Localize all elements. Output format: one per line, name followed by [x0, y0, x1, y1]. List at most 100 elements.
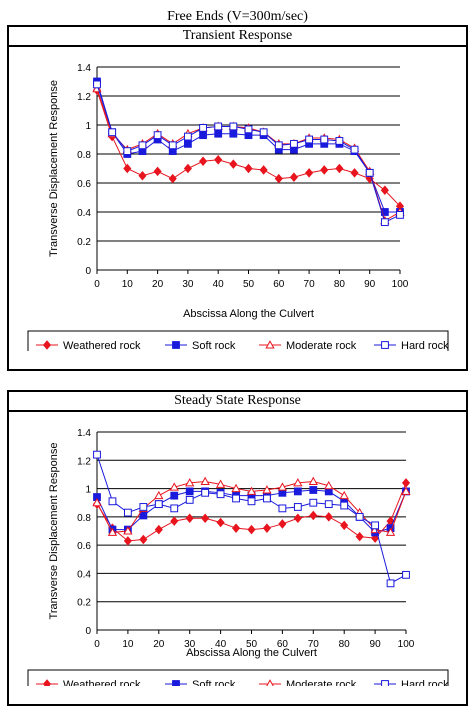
data-point	[229, 129, 238, 138]
data-point	[274, 141, 283, 150]
data-point	[355, 531, 364, 542]
x-tick-label: 30	[182, 279, 194, 290]
data-point	[153, 166, 162, 177]
legend-marker	[265, 340, 275, 349]
y-axis-label: Transverse Displacement Response	[48, 80, 60, 257]
data-point	[216, 517, 225, 528]
y-tick-label: 0.2	[77, 598, 91, 609]
y-tick-label: 0.4	[77, 569, 91, 580]
data-point	[123, 536, 132, 546]
legend-label: Moderate rock	[286, 340, 357, 351]
data-point	[293, 487, 302, 496]
data-point	[185, 513, 194, 524]
data-point	[402, 570, 410, 579]
data-point	[309, 486, 318, 494]
data-point	[396, 211, 404, 219]
data-point	[231, 483, 241, 493]
data-point	[216, 490, 225, 499]
data-point	[108, 128, 117, 137]
legend-label: Weathered rock	[63, 340, 141, 351]
data-point	[185, 478, 195, 487]
y-tick-label: 1.4	[77, 63, 91, 74]
data-point	[185, 495, 194, 504]
data-point	[289, 172, 299, 182]
data-point	[153, 131, 162, 140]
x-tick-label: 80	[334, 279, 346, 290]
data-point	[139, 503, 148, 511]
chart-panel-steady-state: Steady State Response 0 0.2 0.4 0.6 0.8 1 1.2 1…	[7, 390, 468, 706]
data-point	[229, 122, 238, 131]
x-tick-label: 0	[94, 639, 100, 650]
data-point	[93, 80, 101, 89]
data-point	[138, 170, 147, 181]
data-point	[305, 135, 314, 144]
data-point	[401, 478, 411, 488]
legend-marker	[381, 341, 389, 349]
data-point	[215, 479, 226, 488]
x-tick-label: 40	[215, 639, 227, 650]
data-point	[123, 526, 133, 535]
data-point	[277, 482, 288, 491]
data-point	[324, 500, 333, 509]
legend-label: Soft rock	[192, 679, 236, 686]
series-hard-rock	[93, 450, 410, 588]
data-point	[183, 163, 192, 174]
data-point	[107, 527, 118, 536]
data-point	[263, 494, 271, 503]
y-tick-label: 0	[85, 266, 91, 277]
data-point	[262, 485, 272, 494]
data-point	[170, 504, 179, 513]
y-axis-label: Transverse Displacement Response	[48, 443, 60, 620]
x-tick-label: 50	[243, 279, 255, 290]
data-point	[214, 129, 223, 138]
series-hard-rock	[93, 80, 404, 227]
data-point	[92, 497, 102, 507]
y-tick-label: 1	[85, 121, 91, 132]
legend-label: Moderate rock	[286, 679, 357, 686]
data-point	[262, 523, 272, 533]
x-tick-label: 30	[184, 639, 196, 650]
y-tick-label: 1.4	[77, 428, 91, 439]
data-point	[184, 139, 192, 148]
data-point	[324, 480, 334, 490]
y-tick-label: 1.2	[77, 456, 91, 467]
legend-marker	[42, 679, 52, 686]
data-point	[229, 159, 238, 169]
data-point	[385, 527, 396, 536]
data-point	[184, 132, 192, 141]
data-point	[305, 168, 314, 178]
data-point	[380, 218, 389, 227]
data-point	[138, 141, 147, 150]
data-point	[290, 139, 298, 148]
x-tick-label: 70	[304, 279, 316, 290]
data-point	[168, 173, 177, 184]
legend-item: Hard rock	[374, 340, 449, 351]
data-point	[231, 523, 241, 533]
data-point	[214, 122, 223, 131]
data-point	[170, 516, 179, 526]
data-point	[293, 513, 302, 524]
legend-item: Soft rock	[165, 679, 236, 686]
data-point	[274, 173, 283, 184]
x-tick-label: 20	[152, 279, 164, 290]
legend-item: Moderate rock	[259, 340, 357, 351]
legend-item: Hard rock	[374, 679, 449, 686]
data-point	[232, 494, 240, 503]
x-axis-label: Abscissa Along the Culvert	[186, 647, 317, 659]
data-point	[168, 141, 177, 150]
data-point	[340, 501, 349, 510]
main-title: Free Ends (V=300m/sec)	[167, 9, 308, 24]
data-point	[93, 450, 101, 459]
legend-item: Soft rock	[165, 340, 236, 351]
legend-marker	[172, 341, 180, 349]
legend-item: Weathered rock	[36, 340, 141, 351]
data-point	[309, 498, 318, 507]
x-tick-label: 100	[398, 639, 415, 650]
legend-marker	[172, 680, 180, 686]
data-point	[247, 524, 256, 535]
data-point	[123, 147, 132, 155]
data-point	[199, 124, 207, 132]
legend-label: Weathered rock	[63, 679, 141, 686]
data-point	[340, 520, 349, 531]
data-point	[259, 165, 268, 175]
